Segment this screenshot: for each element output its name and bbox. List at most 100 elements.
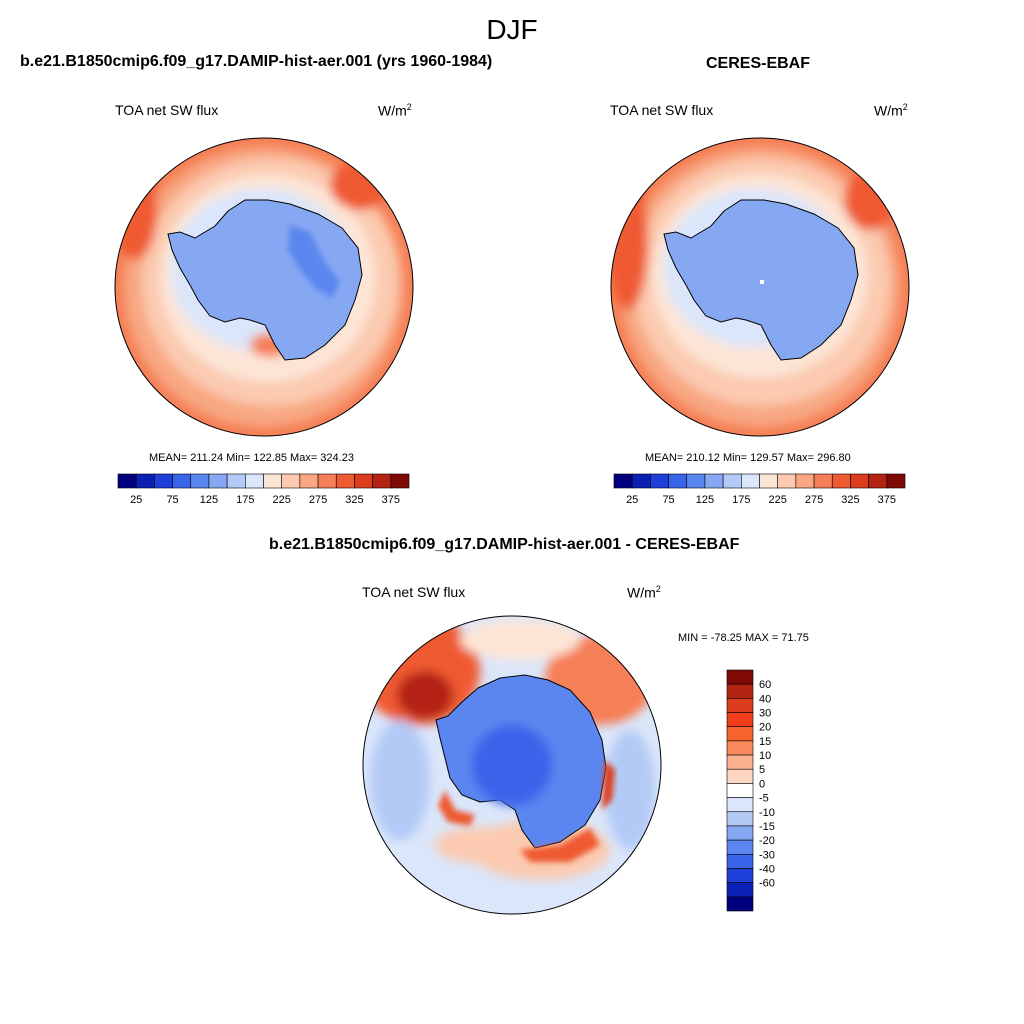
- colorbar-difference-swatch: [726, 853, 754, 869]
- colorbar-ceres-tick-label: 325: [841, 494, 859, 506]
- panel1-title: b.e21.B1850cmip6.f09_g17.DAMIP-hist-aer.…: [20, 53, 493, 70]
- colorbar-ceres-swatch: [850, 473, 869, 489]
- colorbar-ceres: 25 75 125 175 225 275 325 375: [613, 473, 906, 506]
- colorbar-difference-swatch: [726, 712, 754, 728]
- colorbar-difference-swatch: [726, 698, 754, 713]
- colorbar-difference-tick-label: 20: [759, 722, 771, 734]
- colorbar-model-tick-label: 125: [200, 494, 218, 506]
- colorbar-model-swatch: [263, 473, 282, 489]
- colorbar-model-tick-label: 225: [273, 494, 291, 506]
- colorbar-model-swatch: [117, 473, 137, 489]
- colorbar-ceres-swatch: [668, 473, 688, 489]
- panel3-title: b.e21.B1850cmip6.f09_g17.DAMIP-hist-aer.…: [269, 536, 740, 553]
- colorbar-model-swatch: [335, 473, 355, 489]
- colorbar-difference-tick-label: 15: [759, 736, 771, 748]
- colorbar-difference-tick-label: 30: [759, 708, 771, 720]
- colorbar-difference-tick-label: 40: [759, 693, 771, 705]
- colorbar-ceres-swatch: [886, 473, 906, 489]
- colorbar-ceres-swatch: [741, 473, 760, 489]
- colorbar-difference-swatch: [726, 669, 754, 685]
- colorbar-ceres-tick-label: 225: [769, 494, 787, 506]
- colorbar-model-swatch: [154, 473, 173, 489]
- colorbar-ceres-swatch: [613, 473, 633, 489]
- colorbar-model-swatch: [208, 473, 228, 489]
- panel2-title: CERES-EBAF: [706, 55, 811, 72]
- colorbar-model-swatch: [317, 473, 337, 489]
- colorbar-ceres-tick-label: 375: [878, 494, 896, 506]
- colorbar-difference-swatch: [726, 754, 754, 770]
- colorbar-difference-swatch: [726, 683, 754, 699]
- colorbar-ceres-tick-label: 275: [805, 494, 823, 506]
- map-difference: [362, 615, 662, 915]
- colorbar-difference-tick-label: 5: [759, 764, 765, 776]
- colorbar-difference-swatch: [726, 726, 754, 742]
- colorbar-difference-tick-label: 60: [759, 679, 771, 691]
- colorbar-difference-tick-label: 0: [759, 778, 765, 790]
- colorbar-ceres-swatch: [759, 473, 778, 489]
- colorbar-difference-swatch: [726, 740, 754, 756]
- colorbar-model-swatch: [390, 473, 410, 489]
- panel2-variable: TOA net SW flux: [610, 102, 714, 118]
- colorbar-ceres-swatch: [686, 473, 706, 489]
- colorbar-difference-tick-label: -30: [759, 849, 775, 861]
- colorbar-model-tick-label: 75: [166, 494, 178, 506]
- colorbar-ceres-tick-label: 75: [662, 494, 674, 506]
- colorbar-model-swatch: [372, 473, 392, 489]
- colorbar-ceres-tick-label: 125: [696, 494, 714, 506]
- colorbar-difference-tick-label: -15: [759, 821, 775, 833]
- colorbar-model-swatch: [245, 473, 264, 489]
- colorbar-difference-tick-label: -20: [759, 835, 775, 847]
- colorbar-model-tick-label: 325: [345, 494, 363, 506]
- figure-title: DJF: [486, 14, 538, 45]
- panel3-variable: TOA net SW flux: [362, 584, 466, 600]
- colorbar-model: 25 75 125 175 225 275 325 375: [117, 473, 410, 506]
- colorbar-ceres-tick-label: 25: [626, 494, 638, 506]
- colorbar-model-swatch: [172, 473, 192, 489]
- colorbar-difference-swatch: [726, 783, 754, 798]
- colorbar-ceres-swatch: [795, 473, 815, 489]
- panel1-stats: MEAN= 211.24 Min= 122.85 Max= 324.23: [149, 452, 354, 464]
- colorbar-difference-swatch: [726, 868, 754, 883]
- colorbar-model-tick-label: 375: [382, 494, 400, 506]
- colorbar-difference-tick-label: -60: [759, 878, 775, 890]
- panel1-variable: TOA net SW flux: [115, 102, 219, 118]
- colorbar-model-tick-label: 175: [236, 494, 254, 506]
- colorbar-difference-tick-label: 10: [759, 750, 771, 762]
- panel1-units: W/m2: [378, 102, 412, 119]
- colorbar-ceres-swatch: [868, 473, 888, 489]
- colorbar-difference-tick-label: -10: [759, 807, 775, 819]
- panel3-stats: MIN = -78.25 MAX = 71.75: [678, 632, 809, 644]
- colorbar-difference-swatch: [726, 839, 754, 855]
- colorbar-model-tick-label: 25: [130, 494, 142, 506]
- colorbar-model-swatch: [281, 473, 301, 489]
- panel2-stats: MEAN= 210.12 Min= 129.57 Max= 296.80: [645, 452, 851, 464]
- colorbar-difference-swatch: [726, 768, 754, 784]
- colorbar-model-swatch: [226, 473, 246, 489]
- colorbar-ceres-swatch: [722, 473, 742, 489]
- colorbar-model-swatch: [190, 473, 210, 489]
- colorbar-ceres-swatch: [813, 473, 833, 489]
- colorbar-model-tick-label: 275: [309, 494, 327, 506]
- map-ceres: [610, 137, 910, 437]
- colorbar-difference-swatch: [726, 797, 754, 813]
- colorbar-difference-tick-label: -40: [759, 863, 775, 875]
- colorbar-difference-swatch: [726, 896, 754, 912]
- colorbar-ceres-swatch: [777, 473, 797, 489]
- panel2-units: W/m2: [874, 102, 908, 119]
- panel3-units: W/m2: [627, 584, 661, 601]
- colorbar-ceres-swatch: [831, 473, 851, 489]
- colorbar-ceres-swatch: [704, 473, 724, 489]
- colorbar-difference-swatch: [726, 825, 754, 841]
- colorbar-ceres-swatch: [650, 473, 669, 489]
- colorbar-difference-tick-label: -5: [759, 793, 769, 805]
- map-model: [114, 137, 414, 437]
- colorbar-model-swatch: [135, 473, 155, 489]
- colorbar-difference-swatch: [726, 882, 754, 898]
- colorbar-model-swatch: [299, 473, 319, 489]
- colorbar-ceres-swatch: [631, 473, 651, 489]
- colorbar-difference: 60 40 30 20 15 10 5 0 -5 -10 -15 -20 -30 -40 -60: [726, 669, 775, 912]
- colorbar-difference-swatch: [726, 811, 754, 827]
- colorbar-model-swatch: [354, 473, 373, 489]
- colorbar-ceres-tick-label: 175: [732, 494, 750, 506]
